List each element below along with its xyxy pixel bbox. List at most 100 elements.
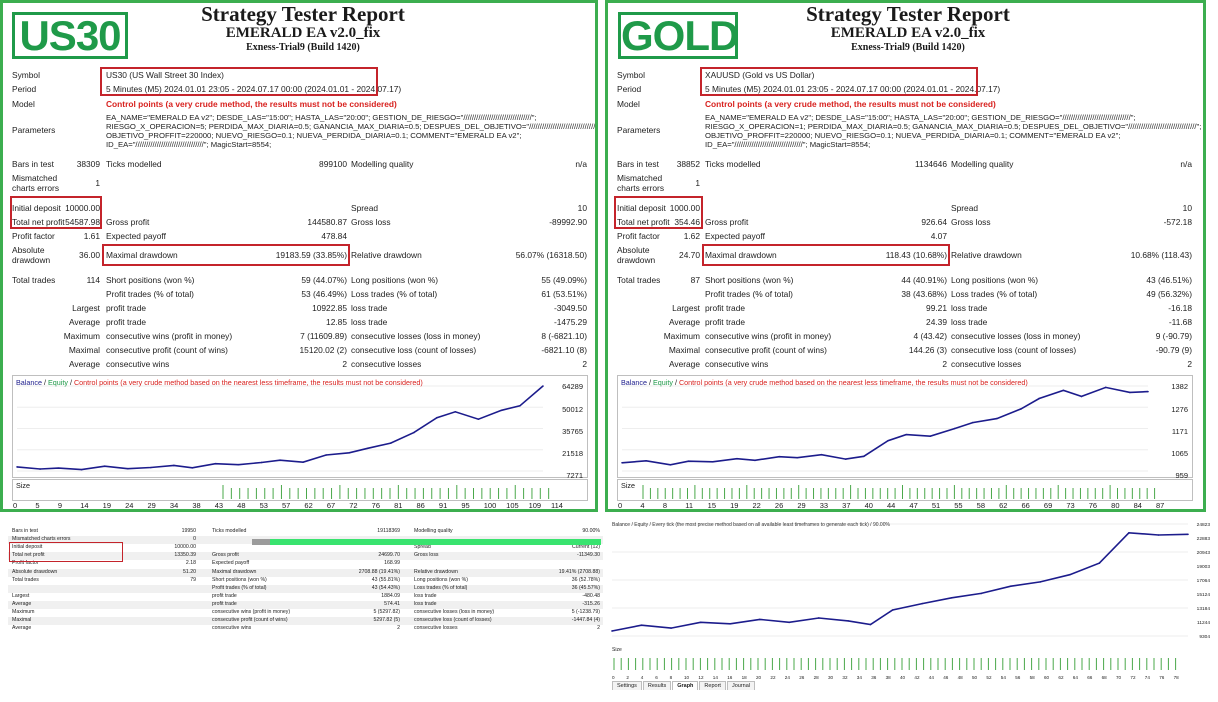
relative-drawdown-value: 56.07% (16318.50) (515, 250, 587, 260)
balance-point (325, 454, 327, 456)
total-net-profit-label: Total net profit (12, 217, 65, 227)
ea-name: EMERALD EA v2.0_fix (830, 25, 986, 41)
results-table-cell: 90.00% (582, 528, 600, 534)
balance-point (103, 465, 106, 467)
results-table-cell: 36 (45.57%) (571, 584, 600, 591)
x-tick-label: 37 (842, 501, 851, 510)
model-label: Model (617, 99, 640, 109)
period-value: 5 Minutes (M5) 2024.01.01 23:05 - 2024.0… (106, 84, 402, 94)
max-consecutive-losses-value: 9 (-90.79) (1155, 331, 1192, 341)
profit-factor-value: 1.61 (83, 231, 100, 241)
y-tick-label: 50012 (562, 405, 583, 414)
x-tick-label: 46 (943, 675, 949, 680)
tab-report[interactable]: Report (699, 681, 726, 690)
balance-point (348, 451, 351, 454)
results-table-cell: Gross loss (414, 552, 439, 559)
results-table-cell: Maximal (12, 617, 32, 624)
us30-balance-chart: Balance / Equity / Control points (a ver… (12, 375, 588, 480)
maximal-consecutive-loss-label: consecutive loss (count of losses) (351, 345, 477, 355)
results-table-row: Average consecutive wins 2 consecutive loss… (8, 625, 603, 633)
x-tick-label: 22 (770, 675, 776, 680)
ticks-modelled-label: Ticks modelled (705, 159, 761, 169)
x-tick-label: 14 (712, 675, 718, 680)
x-tick-label: 11 (685, 501, 694, 510)
expected-payoff-value: 4.07 (930, 231, 947, 241)
legend-sep: / (646, 378, 653, 387)
total-net-profit-value: 354.46 (674, 217, 700, 227)
balance-point (39, 468, 41, 470)
maximal-drawdown-value: 19183.59 (33.85%) (275, 250, 347, 260)
x-tick-label: 24 (125, 501, 134, 510)
x-tick-label: 72 (1130, 675, 1136, 680)
balance-point (500, 409, 503, 412)
balance-point (929, 435, 932, 438)
balance-point (950, 596, 953, 599)
balance-point (191, 467, 194, 469)
balance-point (820, 453, 823, 456)
average-loss-value: -1475.29 (553, 317, 587, 327)
symbol-value: US30 (US Wall Street 30 Index) (106, 70, 224, 80)
average-consecutive-label: Average (68, 359, 100, 369)
x-tick-label: 38 (192, 501, 201, 510)
results-table-cell: 2.18 (185, 560, 196, 567)
results-table-cell: Long positions (won %) (414, 576, 468, 583)
long-positions-value: 55 (49.09%) (541, 275, 587, 285)
balance-point (214, 462, 217, 465)
y-tick-label: 24823 (1196, 523, 1210, 528)
x-tick-label: 54 (1000, 675, 1006, 680)
us30-size-bar-chart: Size (12, 479, 588, 501)
results-table-cell: 19118369 (377, 528, 400, 534)
parameters-line-1: EA_NAME="EMERALD EA v2"; DESDE_LAS="15:0… (106, 113, 537, 122)
size-label: Size (621, 481, 635, 490)
results-table-row: Maximal consecutive profit (count of wins… (8, 617, 603, 626)
bars-in-test-label: Bars in test (617, 159, 659, 169)
period-label: Period (12, 84, 37, 94)
x-tick-label: 40 (864, 501, 873, 510)
x-tick-label: 38 (885, 675, 891, 680)
gross-loss-label: Gross loss (351, 217, 391, 227)
x-tick-label: 8 (662, 501, 667, 510)
long-positions-label: Long positions (won %) (351, 275, 439, 285)
results-table-screenshot: Bars in test 19950 Ticks modelled 19118369 M… (0, 516, 605, 702)
x-tick-label: 48 (957, 675, 963, 680)
model-label: Model (12, 99, 35, 109)
gross-profit-value: 926.64 (921, 217, 947, 227)
average-profit-value: 12.85 (326, 317, 347, 327)
results-table-cell: 24699.70 (378, 552, 400, 559)
absolute-drawdown-value: 36.00 (79, 250, 100, 260)
average-label: Average (68, 317, 100, 327)
x-tick-label: 19 (102, 501, 111, 510)
tab-settings[interactable]: Settings (612, 681, 642, 690)
largest-loss-label: loss trade (351, 303, 388, 313)
balance-point (1129, 391, 1131, 394)
average-consecutive-wins-value: 2 (942, 359, 947, 369)
y-tick-label: 21518 (562, 449, 583, 458)
results-table-cell: Largest (12, 592, 30, 599)
balance-point (844, 458, 847, 460)
balance-point (670, 627, 672, 629)
results-table-cell: 36 (52.78%) (571, 576, 600, 583)
balance-point (1038, 397, 1040, 400)
results-table-row: Profit factor 2.18 Expected payoff 168.99 (8, 560, 603, 568)
balance-point (847, 620, 850, 622)
maximal-consecutive-profit-value: 15120.02 (2) (299, 345, 348, 355)
x-tick-label: 20 (756, 675, 762, 680)
gold-balance-chart: Balance / Equity / Control points (a ver… (617, 375, 1193, 480)
balance-point (1187, 533, 1189, 536)
tab-results[interactable]: Results (642, 681, 672, 690)
parameters-line-3: OBJETIVO_PROFFIT=220000; NUEVO_RIESGO=0.… (106, 131, 522, 140)
results-table-cell: loss trade (414, 592, 437, 599)
model-value: Control points (a very crude method, the… (106, 99, 397, 109)
results-table-cell: Spread (414, 544, 431, 551)
total-trades-label: Total trades (617, 275, 661, 285)
balance-point (887, 439, 889, 442)
balance-point (16, 466, 18, 468)
x-tick-label: 22 (752, 501, 761, 510)
x-tick-label: 28 (813, 675, 819, 680)
tab-journal[interactable]: Journal (726, 681, 755, 690)
results-table-cell: Maximal drawdown (212, 568, 257, 575)
tab-graph[interactable]: Graph (672, 681, 699, 690)
x-tick-label: 36 (871, 675, 877, 680)
parameters-line-4: ID_EA="////////////////////////////////"… (705, 140, 871, 149)
y-tick-label: 1382 (1171, 382, 1188, 391)
